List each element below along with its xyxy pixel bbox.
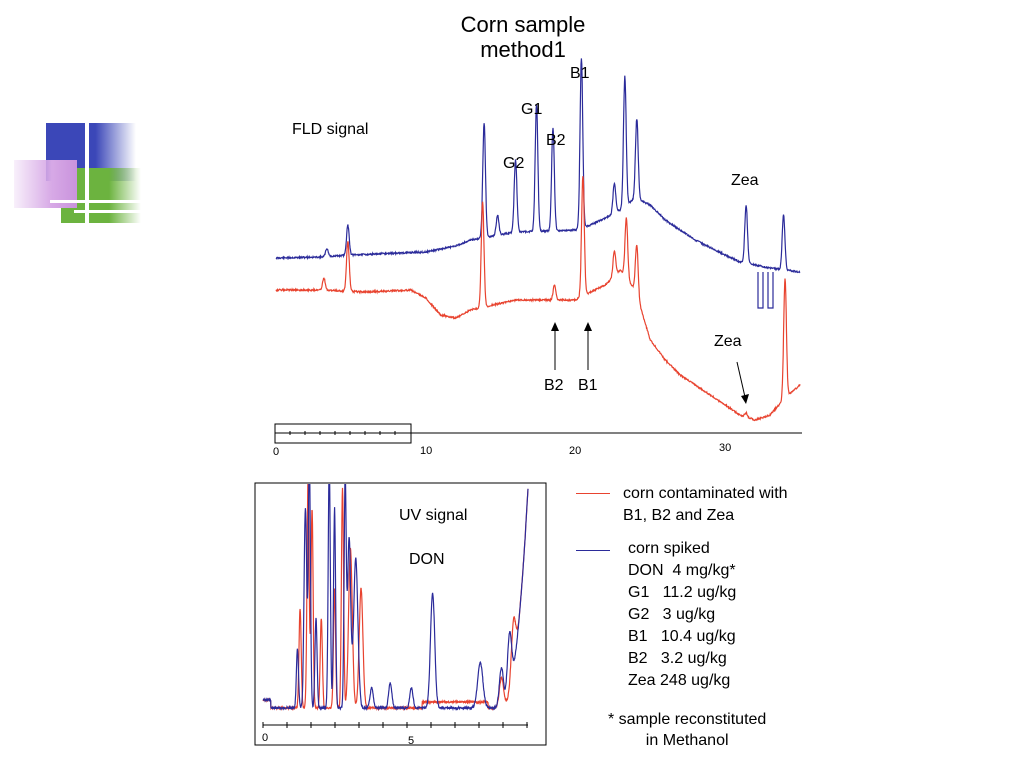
peak-label-zea-top: Zea	[731, 172, 759, 189]
legend-entry-spiked: corn spiked DON 4 mg/kg* G1 11.2 ug/kg G…	[628, 538, 736, 692]
fld-tick-0: 0	[273, 446, 279, 458]
fld-spiked-dip	[757, 272, 774, 309]
legend-spiked-line-6: B2 3.2 ug/kg	[628, 650, 727, 667]
footnote-line-1: * sample reconstituted	[608, 711, 767, 728]
uv-don-label: DON	[409, 551, 445, 568]
fld-chart: FLD signal G2 G1 B2 B1 Zea B2 B1 Zea 0	[273, 58, 802, 458]
time-scale-box	[274, 423, 412, 444]
legend-contaminated-line-2: B1, B2 and Zea	[623, 507, 735, 524]
deco-vertical-line	[85, 120, 89, 224]
uv-tick-0: 0	[262, 732, 268, 744]
peak-label-g1: G1	[521, 101, 542, 118]
peak-label-b1: B1	[570, 65, 590, 82]
deco-horizontal-line	[50, 200, 142, 203]
legend-spiked-line-7: Zea 248 ug/kg	[628, 672, 731, 689]
decorative-squares	[12, 120, 142, 230]
slide-title: Corn sample method1	[440, 12, 606, 62]
fld-spiked-trace	[275, 58, 801, 274]
legend-swatch-spiked	[576, 550, 610, 551]
legend-spiked-line-5: B1 10.4 ug/kg	[628, 628, 736, 645]
arrow-label-b2: B2	[544, 377, 564, 394]
arrow-label-b1: B1	[578, 377, 598, 394]
fld-contaminated-trace	[275, 176, 801, 422]
legend-swatch-contaminated	[576, 493, 610, 494]
uv-x-axis: 0 5	[262, 722, 528, 747]
uv-minor-ticks	[262, 722, 528, 728]
deco-horizontal-line-2	[74, 210, 142, 213]
footnote: * sample reconstituted in Methanol	[608, 709, 766, 751]
legend-spiked-line-4: G2 3 ug/kg	[628, 606, 716, 623]
title-line-1: Corn sample	[460, 12, 586, 37]
legend-spiked-line-1: corn spiked	[628, 540, 710, 557]
fld-tick-10: 10	[420, 445, 432, 457]
footnote-line-2: in Methanol	[645, 732, 729, 749]
arrow-label-zea: Zea	[714, 333, 742, 350]
uv-signal-label: UV signal	[399, 507, 467, 524]
title-line-2: method1	[480, 37, 566, 62]
legend-spiked-line-3: G1 11.2 ug/kg	[628, 584, 737, 601]
legend-contaminated-line-1: corn contaminated with	[623, 485, 788, 502]
uv-chart: UV signal DON 0 5	[254, 482, 547, 747]
fld-minor-ticks	[289, 431, 396, 435]
uv-spiked-trace	[262, 484, 529, 712]
arrow-b1	[584, 322, 592, 370]
legend-spiked-line-2: DON 4 mg/kg*	[628, 562, 736, 579]
fld-tick-30: 30	[719, 442, 731, 454]
arrow-zea	[736, 361, 749, 404]
peak-label-b2: B2	[546, 132, 566, 149]
fld-tick-20: 20	[569, 445, 581, 457]
fld-signal-label: FLD signal	[292, 121, 368, 138]
arrow-b2	[551, 322, 559, 370]
uv-tick-5: 5	[408, 735, 414, 747]
fld-x-axis: 0 10 20 30	[273, 423, 802, 458]
peak-label-g2: G2	[503, 155, 524, 172]
legend-entry-contaminated: corn contaminated with B1, B2 and Zea	[623, 483, 788, 527]
